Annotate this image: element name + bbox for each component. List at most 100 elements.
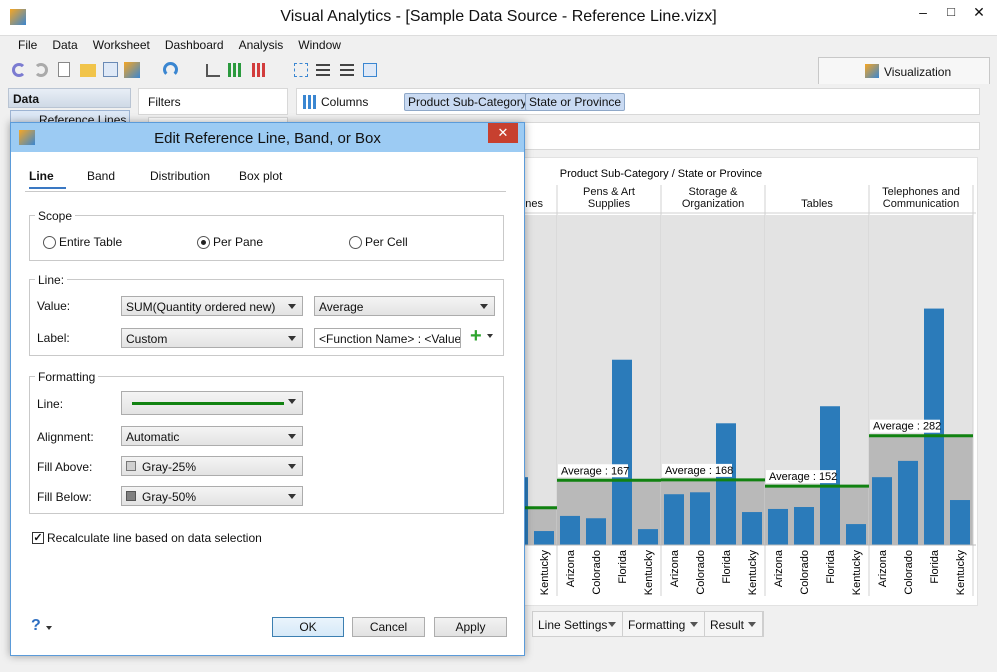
line-style-label: Line: bbox=[37, 397, 64, 411]
dialog-close[interactable]: ✕ bbox=[488, 123, 518, 143]
bottom-tab-label: Result bbox=[710, 618, 745, 632]
menu-item[interactable]: Data bbox=[52, 38, 78, 52]
menu-item[interactable]: Worksheet bbox=[92, 38, 150, 52]
line-style-swatch bbox=[132, 402, 284, 405]
category-label: Kentucky bbox=[851, 550, 863, 596]
reference-label: Average : 167 bbox=[561, 465, 629, 477]
maximize-button[interactable]: □ bbox=[947, 4, 955, 19]
dialog-tab[interactable]: Distribution bbox=[150, 169, 211, 183]
chart-icon[interactable] bbox=[124, 62, 140, 78]
alignment-label: Alignment: bbox=[37, 430, 94, 444]
undo-icon[interactable] bbox=[12, 63, 26, 77]
help-text: ? bbox=[31, 617, 41, 634]
new-icon[interactable] bbox=[58, 62, 70, 77]
toolbar bbox=[10, 60, 380, 82]
line-group bbox=[29, 279, 504, 356]
visualization-tab[interactable]: Visualization bbox=[818, 57, 990, 84]
help-button[interactable]: ? bbox=[31, 617, 41, 635]
value-label: Value: bbox=[37, 299, 71, 313]
reference-label-box bbox=[766, 470, 836, 484]
formatting-group bbox=[29, 376, 504, 514]
category-label: Colorado bbox=[903, 550, 915, 595]
dialog-button[interactable]: Apply bbox=[434, 617, 507, 637]
data-pane-header: Data bbox=[8, 88, 131, 108]
bar-icon[interactable] bbox=[206, 64, 220, 77]
recalc-label[interactable]: Recalculate line based on data selection bbox=[47, 531, 262, 545]
dialog-tab[interactable]: Box plot bbox=[239, 169, 283, 183]
bar bbox=[742, 512, 762, 545]
recalc-checkbox[interactable]: ✓ bbox=[32, 532, 44, 544]
fill-above-select[interactable]: Gray-25% bbox=[121, 456, 303, 476]
category-label: Colorado bbox=[591, 550, 603, 595]
menu-item[interactable]: Analysis bbox=[238, 38, 284, 52]
category-label: Colorado bbox=[799, 550, 811, 595]
reference-label: Average : 282 bbox=[873, 421, 941, 433]
scope-option-label[interactable]: Per Cell bbox=[365, 235, 408, 249]
format-icon[interactable] bbox=[363, 63, 377, 77]
insert-arrow[interactable] bbox=[487, 334, 493, 341]
category-label: Kentucky bbox=[747, 550, 759, 596]
select-icon[interactable] bbox=[294, 63, 308, 77]
line-style-select[interactable] bbox=[121, 391, 303, 415]
window-title: Visual Analytics - [Sample Data Source -… bbox=[280, 8, 717, 25]
bar bbox=[898, 460, 918, 545]
category-label: Arizona bbox=[773, 549, 785, 587]
insert-button[interactable]: + bbox=[470, 325, 482, 347]
open-icon[interactable] bbox=[80, 64, 96, 77]
bottom-tab[interactable]: Result bbox=[705, 612, 763, 636]
aggregation-select[interactable]: Average bbox=[314, 296, 495, 316]
save-icon[interactable] bbox=[103, 62, 118, 77]
bottom-tab[interactable]: Formatting bbox=[623, 612, 705, 636]
bar bbox=[586, 518, 606, 545]
sort-desc-icon[interactable] bbox=[340, 64, 354, 77]
pane-header: Tables bbox=[801, 198, 833, 210]
bottom-tab-arrow bbox=[748, 622, 756, 631]
scope-option-label[interactable]: Per Pane bbox=[213, 235, 264, 249]
title-bar: Visual Analytics - [Sample Data Source -… bbox=[0, 0, 997, 36]
add-icon[interactable] bbox=[228, 63, 242, 77]
scope-radio[interactable] bbox=[43, 236, 56, 249]
app-icon bbox=[10, 9, 26, 25]
tab-separator bbox=[25, 191, 506, 192]
filters-shelf: Filters bbox=[138, 88, 288, 115]
fill-below-select[interactable]: Gray-50% bbox=[121, 486, 303, 506]
menu-item[interactable]: Dashboard bbox=[164, 38, 224, 52]
scope-radio[interactable] bbox=[197, 236, 210, 249]
dialog-button[interactable]: Cancel bbox=[352, 617, 425, 637]
menu-item[interactable]: Window bbox=[298, 38, 341, 52]
bar bbox=[716, 423, 736, 545]
dialog-button[interactable]: OK bbox=[272, 617, 344, 637]
column-pill[interactable]: Product Sub-Category bbox=[404, 93, 531, 111]
column-pill[interactable]: State or Province bbox=[525, 93, 626, 111]
bottom-tab[interactable]: Line Settings bbox=[533, 612, 623, 636]
reference-label-box bbox=[870, 419, 940, 433]
scope-radio[interactable] bbox=[349, 236, 362, 249]
remove-icon[interactable] bbox=[252, 63, 266, 77]
value-select[interactable]: SUM(Quantity ordered new) bbox=[121, 296, 303, 316]
tab-label: Visualization bbox=[884, 65, 952, 79]
minimize-button[interactable]: – bbox=[919, 4, 927, 20]
sort-icon[interactable] bbox=[316, 64, 330, 77]
fill-above-label: Fill Above: bbox=[37, 460, 93, 474]
label-label: Label: bbox=[37, 331, 70, 345]
menu-item[interactable]: File bbox=[18, 38, 38, 52]
filters-label: Filters bbox=[148, 95, 181, 109]
check-mark: ✓ bbox=[33, 532, 43, 544]
dialog-tab[interactable]: Line bbox=[29, 169, 66, 189]
close-button[interactable]: ✕ bbox=[973, 4, 985, 20]
bar bbox=[638, 529, 658, 545]
scope-option-label[interactable]: Entire Table bbox=[59, 235, 123, 249]
dialog-tab[interactable]: Band bbox=[87, 169, 116, 183]
redo-icon[interactable] bbox=[34, 63, 48, 77]
menu-bar: File Data Worksheet Dashboard Analysis Window bbox=[18, 38, 341, 54]
dialog-icon bbox=[19, 130, 35, 145]
refresh-icon[interactable] bbox=[163, 62, 178, 77]
bar bbox=[872, 477, 892, 545]
fill-above bbox=[869, 215, 973, 436]
reference-label-box bbox=[558, 464, 628, 478]
radio-dot bbox=[201, 240, 206, 245]
alignment-select[interactable]: Automatic bbox=[121, 426, 303, 446]
label-text-input[interactable]: <Function Name> : <Value> bbox=[314, 328, 461, 348]
label-select[interactable]: Custom bbox=[121, 328, 303, 348]
